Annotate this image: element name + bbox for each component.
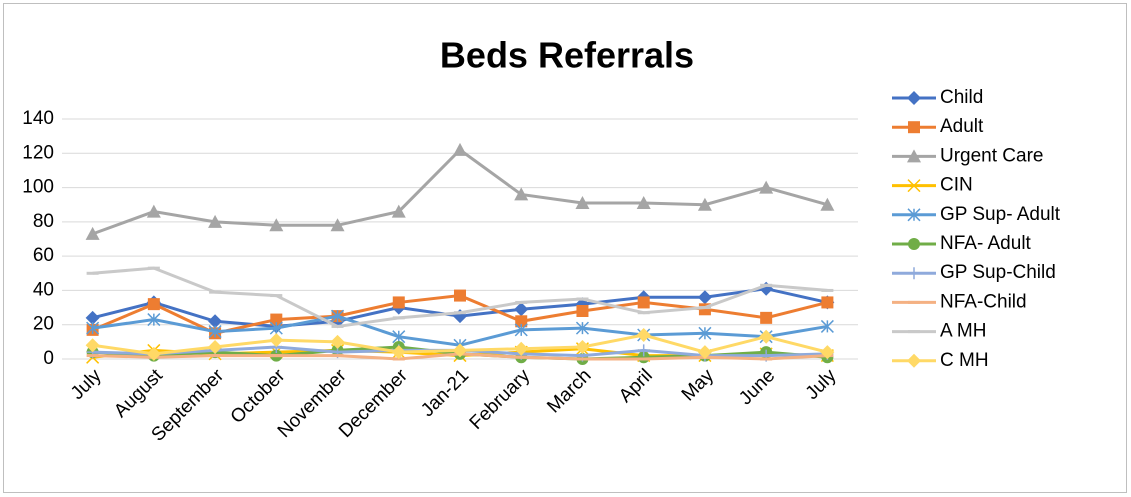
marker [697, 345, 712, 360]
legend-label: CIN [940, 175, 973, 196]
marker [392, 296, 405, 309]
marker [515, 315, 528, 328]
marker [208, 340, 223, 354]
legend-label: Child [940, 87, 983, 108]
marker [908, 121, 920, 134]
marker [269, 218, 284, 232]
marker [146, 346, 161, 361]
marker [820, 197, 835, 211]
marker [147, 298, 160, 311]
marker [575, 196, 590, 209]
marker [392, 330, 406, 344]
legend-label: Adult [940, 116, 984, 137]
marker [907, 208, 921, 222]
marker [514, 302, 529, 317]
marker [269, 333, 284, 348]
marker [391, 204, 406, 218]
marker [759, 329, 774, 344]
legend-label: GP Sup-Child [940, 262, 1056, 283]
legend-label: NFA-Child [940, 291, 1027, 312]
marker [637, 344, 650, 357]
chart-title: Beds Referrals [440, 35, 694, 76]
y-tick-label: 20 [33, 314, 54, 335]
marker [453, 142, 467, 156]
marker [821, 296, 834, 309]
marker [698, 326, 712, 340]
marker [514, 323, 528, 337]
marker [85, 310, 100, 325]
marker [575, 340, 590, 354]
legend-label: NFA- Adult [940, 233, 1032, 254]
marker [330, 334, 345, 349]
marker [907, 179, 921, 193]
marker [147, 313, 161, 327]
marker [86, 321, 100, 335]
marker [85, 338, 100, 353]
legend-label: Urgent Care [940, 145, 1044, 166]
y-tick-label: 140 [22, 108, 54, 129]
marker [146, 204, 161, 218]
marker [514, 187, 529, 201]
y-tick-label: 80 [33, 211, 54, 232]
y-tick-label: 100 [22, 177, 54, 198]
marker [331, 309, 345, 323]
y-tick-label: 60 [33, 245, 54, 266]
y-tick-label: 120 [22, 142, 54, 163]
legend-label: GP Sup- Adult [940, 204, 1061, 225]
marker [208, 325, 222, 339]
marker [908, 267, 920, 280]
marker [760, 311, 773, 324]
marker [514, 341, 529, 356]
marker [270, 313, 283, 326]
marker [820, 319, 834, 333]
marker [908, 238, 920, 250]
chart-border [3, 3, 1127, 493]
marker [697, 290, 712, 305]
y-tick-label: 40 [33, 279, 54, 300]
marker [636, 196, 651, 209]
marker [453, 343, 467, 358]
marker [330, 218, 345, 232]
legend-label: C MH [940, 350, 989, 371]
marker [391, 345, 406, 360]
marker [269, 321, 283, 335]
marker [759, 180, 774, 194]
marker [907, 149, 921, 163]
marker [208, 314, 223, 329]
legend-label: A MH [940, 321, 986, 342]
marker [575, 321, 589, 335]
marker [454, 289, 466, 302]
marker [907, 353, 921, 368]
marker [208, 214, 223, 228]
marker [820, 345, 835, 360]
marker [636, 328, 651, 342]
marker [576, 305, 589, 317]
marker [697, 197, 712, 211]
marker [637, 296, 650, 309]
marker [85, 226, 100, 240]
y-tick-label: 0 [43, 348, 54, 369]
marker [907, 91, 921, 105]
